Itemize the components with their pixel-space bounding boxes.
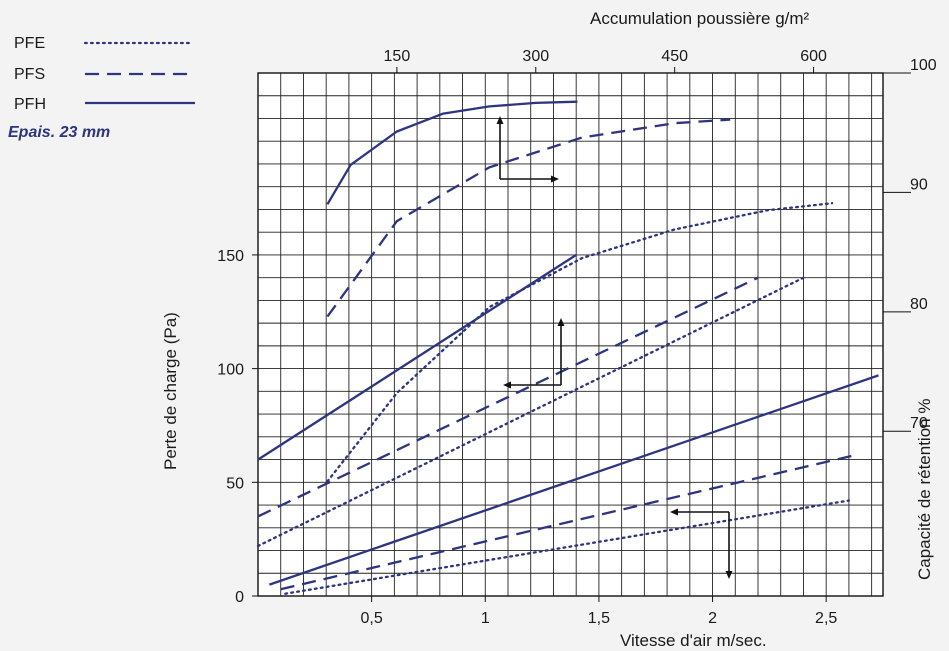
tick-label-bottom: 1 xyxy=(481,610,490,627)
right-axis-title: Capacité de rétention % xyxy=(915,399,934,580)
series-line-pfh-group-1 xyxy=(326,100,578,205)
tick-label-right: 90 xyxy=(910,176,928,193)
series-line-pfs-group-1 xyxy=(326,118,731,318)
tick-label-right: 70 xyxy=(910,415,928,432)
arrowhead xyxy=(503,381,511,389)
arrowhead xyxy=(670,508,678,516)
legend-label-pfh: PFH xyxy=(14,96,46,113)
tick-label-right: 80 xyxy=(910,296,928,313)
grid xyxy=(257,72,884,597)
arrow-group-top xyxy=(496,116,559,183)
tick-label-top: 300 xyxy=(522,48,549,65)
plot-frame xyxy=(257,72,884,597)
series-line-pfh-group-3 xyxy=(269,374,879,586)
series-line-pfh-group-2 xyxy=(257,253,577,461)
tick-labels: 0,5 1 1,5 2 2,5 0 50 100 150 150 300 450 600 70 80 90 10… xyxy=(217,48,937,627)
tick-label-bottom: 2,5 xyxy=(815,610,837,627)
legend-label-pfs: PFS xyxy=(14,66,45,83)
top-axis-title: Accumulation poussière g/m² xyxy=(590,9,810,28)
tick-label-left: 50 xyxy=(226,475,244,492)
series-line-pfe-group-3 xyxy=(284,499,851,595)
tick-label-bottom: 1,5 xyxy=(588,610,610,627)
tick-label-left: 100 xyxy=(217,362,244,379)
tick-label-bottom: 0,5 xyxy=(361,610,383,627)
tick-label-left: 150 xyxy=(217,248,244,265)
tick-label-left: 0 xyxy=(235,589,244,606)
legend: PFE PFS PFH Epais. 23 mm xyxy=(8,35,195,141)
bottom-axis-title: Vitesse d'air m/sec. xyxy=(620,631,767,650)
arrow-group-middle xyxy=(503,318,565,389)
thickness-note: Epais. 23 mm xyxy=(8,124,110,141)
series-line-pfs-group-3 xyxy=(280,453,856,591)
arrowhead xyxy=(496,116,504,124)
series-line-pfe-group-2 xyxy=(256,276,805,548)
left-axis-title: Perte de charge (Pa) xyxy=(161,312,180,470)
tick-label-bottom: 2 xyxy=(708,610,717,627)
tick-label-top: 150 xyxy=(384,48,411,65)
series-layer xyxy=(256,100,879,595)
legend-label-pfe: PFE xyxy=(14,35,45,52)
arrowhead xyxy=(551,175,559,183)
arrowhead xyxy=(725,571,733,579)
tick-label-top: 450 xyxy=(661,48,688,65)
series-line-pfe-group-1 xyxy=(326,202,834,483)
arrow-group-bottom xyxy=(670,508,733,579)
tick-label-right: 100 xyxy=(910,57,937,74)
arrowhead xyxy=(557,318,565,326)
direction-arrows xyxy=(496,116,733,579)
series-line-pfs-group-2 xyxy=(257,276,759,518)
tick-label-top: 600 xyxy=(800,48,827,65)
